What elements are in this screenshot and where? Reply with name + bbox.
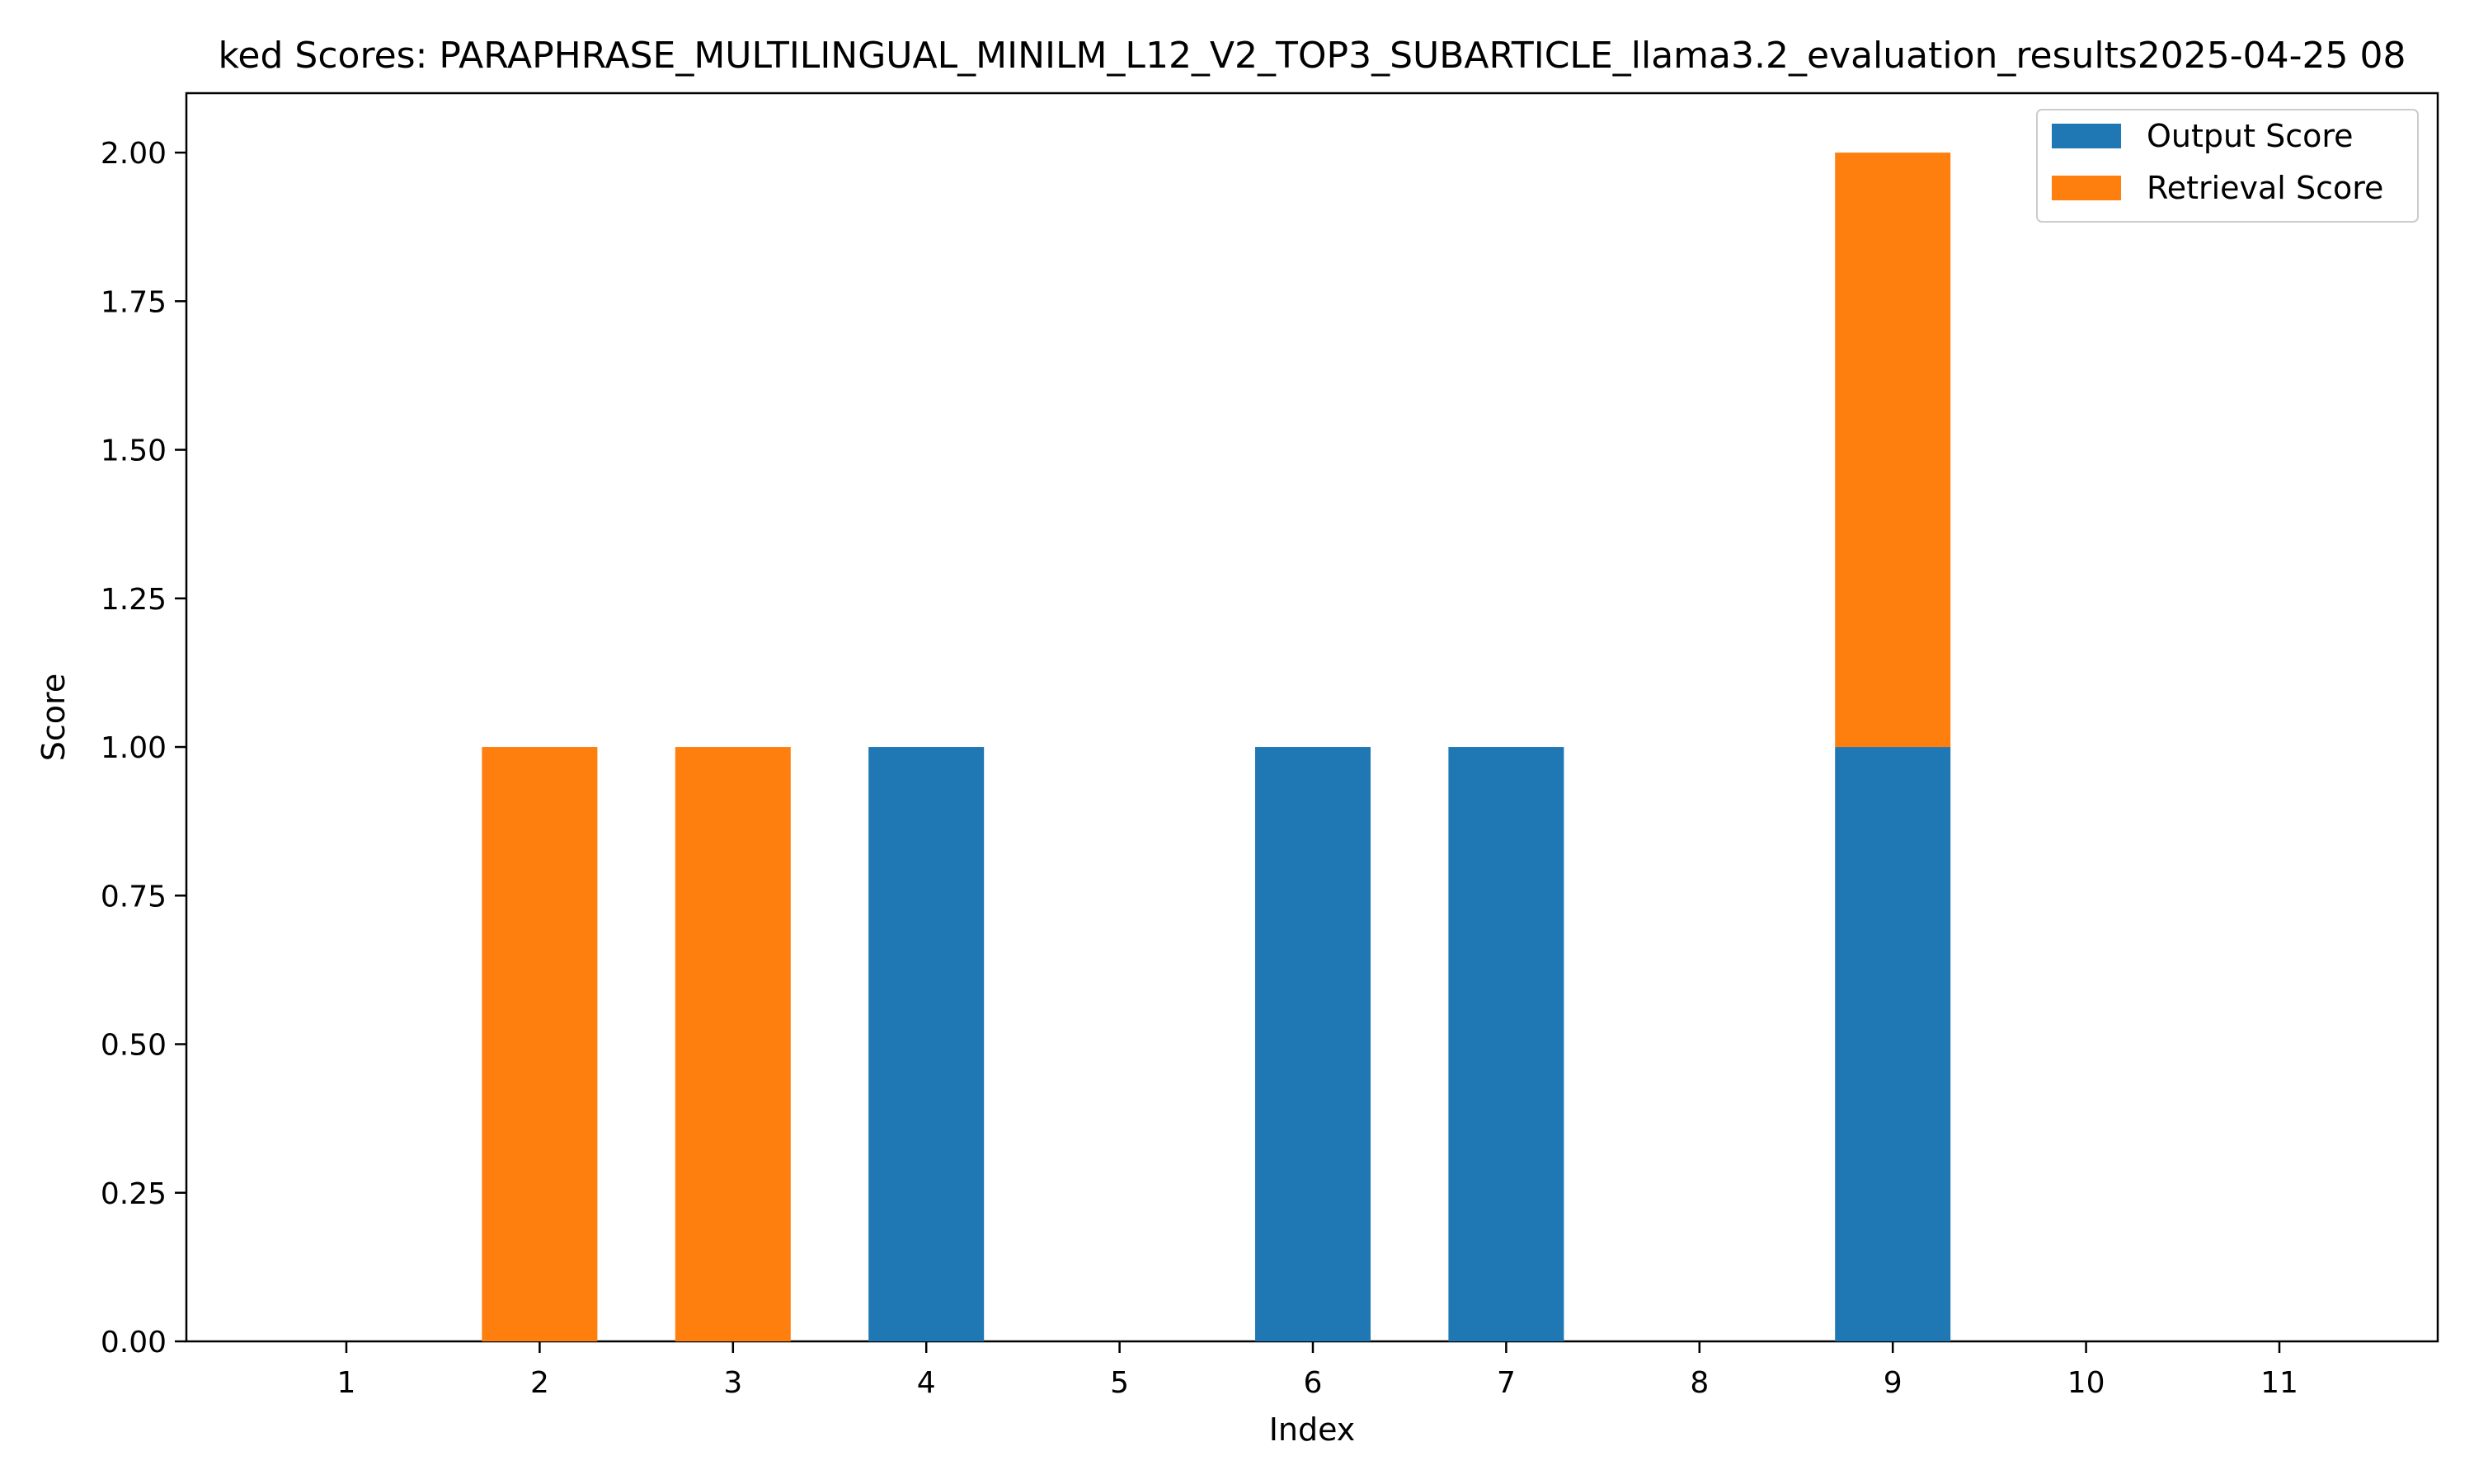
- bars-group: [482, 153, 1951, 1341]
- x-tick-label: 9: [1884, 1366, 1903, 1400]
- bar-output-9: [1835, 747, 1951, 1341]
- legend-swatch-output: [2052, 124, 2121, 148]
- y-tick-label: 0.75: [101, 880, 167, 913]
- x-tick-label: 7: [1497, 1366, 1516, 1400]
- x-tick-label: 2: [530, 1366, 549, 1400]
- bar-retrieval-9: [1835, 153, 1951, 748]
- legend-box: [2036, 109, 2419, 223]
- y-axis: 0.00 0.25 0.50 0.75 1.00 1.25 1.50 1.75 2.00: [101, 137, 186, 1360]
- legend-label-output: Output Score: [2147, 118, 2354, 154]
- y-tick-label: 0.00: [101, 1326, 167, 1360]
- legend: Output Score Retrieval Score: [2036, 109, 2419, 223]
- x-tick-label: 5: [1110, 1366, 1129, 1400]
- y-tick-label: 0.50: [101, 1029, 167, 1063]
- x-tick-label: 3: [723, 1366, 742, 1400]
- legend-label-retrieval: Retrieval Score: [2147, 170, 2383, 206]
- bar-output-7: [1448, 747, 1564, 1341]
- y-tick-label: 1.00: [101, 731, 167, 765]
- bar-retrieval-2: [482, 747, 598, 1341]
- y-tick-label: 1.50: [101, 434, 167, 468]
- bar-output-4: [868, 747, 985, 1341]
- x-tick-label: 11: [2260, 1366, 2298, 1400]
- x-tick-label: 10: [2067, 1366, 2105, 1400]
- legend-swatch-retrieval: [2052, 176, 2121, 200]
- chart-title: ked Scores: PARAPHRASE_MULTILINGUAL_MINI…: [219, 35, 2406, 77]
- y-tick-label: 1.25: [101, 583, 167, 617]
- y-tick-label: 2.00: [101, 137, 167, 171]
- x-tick-label: 8: [1690, 1366, 1709, 1400]
- bar-retrieval-3: [675, 747, 791, 1341]
- y-tick-label: 0.25: [101, 1177, 167, 1211]
- x-tick-label: 4: [917, 1366, 936, 1400]
- x-axis: 1 2 3 4 5 6 7 8 9 10 11: [337, 1341, 2298, 1400]
- x-axis-label: Index: [1269, 1411, 1356, 1448]
- y-tick-label: 1.75: [101, 285, 167, 319]
- bar-output-6: [1255, 747, 1371, 1341]
- x-tick-label: 1: [337, 1366, 356, 1400]
- y-axis-label: Score: [35, 674, 72, 761]
- x-tick-label: 6: [1304, 1366, 1323, 1400]
